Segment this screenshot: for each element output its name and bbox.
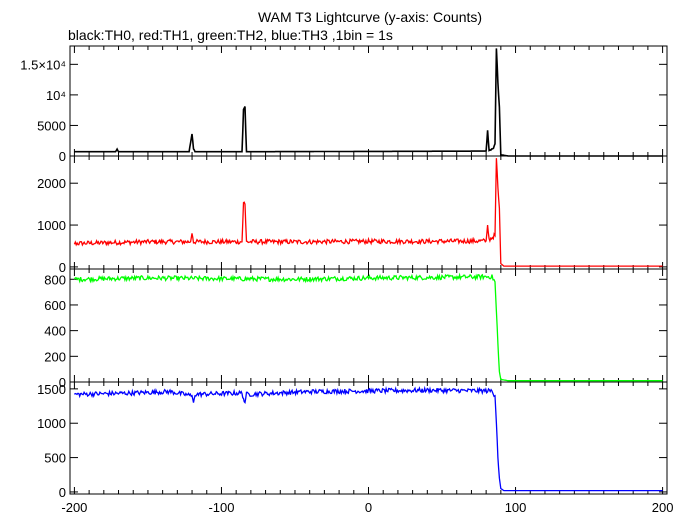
series-line-th2: [73, 272, 663, 382]
series-line-th3: [74, 385, 663, 492]
x-tick-label: -100: [208, 500, 234, 515]
series-line-th1: [73, 158, 663, 267]
y-tick-label: 0: [59, 485, 66, 500]
y-tick-label: 0: [59, 260, 66, 275]
panel-th2: 0 200 400 600 800: [44, 268, 668, 390]
y-tick-label: 1.5×10⁴: [20, 57, 66, 72]
y-tick-label: 400: [44, 324, 66, 339]
x-tick-label: 0: [365, 500, 372, 515]
series-line-th0: [74, 48, 663, 157]
y-tick-label: 200: [44, 349, 66, 364]
y-tick-label: 1000: [37, 218, 66, 233]
y-tick-label: 800: [44, 272, 66, 287]
y-tick-label: 5000: [37, 118, 66, 133]
y-tick-label: 1000: [37, 416, 66, 431]
panel-th0: 0 5000 10⁴ 1.5×10⁴: [20, 45, 668, 164]
chart-title: WAM T3 Lightcurve (y-axis: Counts): [258, 9, 482, 25]
panel-th1: 0 1000 2000: [37, 155, 668, 275]
y-tick-label: 10⁴: [46, 88, 66, 103]
y-tick-label: 0: [59, 375, 66, 390]
y-tick-label: 2000: [37, 176, 66, 191]
x-tick-label: 100: [505, 500, 527, 515]
panel-frame: [69, 155, 668, 270]
chart-subtitle: black:TH0, red:TH1, green:TH2, blue:TH3 …: [68, 27, 393, 43]
y-tick-label: 500: [44, 451, 66, 466]
panel-frame: [69, 45, 668, 157]
panel-frame: [69, 268, 668, 383]
panel-th3: 0 500 1000 1500: [37, 381, 668, 500]
y-tick-label: 1500: [37, 382, 66, 397]
x-tick-label: 200: [652, 500, 674, 515]
y-tick-label: 600: [44, 298, 66, 313]
y-tick-label: 0: [59, 149, 66, 164]
panel-frame: [69, 381, 668, 495]
x-tick-label: -200: [61, 500, 87, 515]
panel-group: 0500010⁴1.5×10⁴0100020000200400600800050…: [20, 45, 674, 515]
